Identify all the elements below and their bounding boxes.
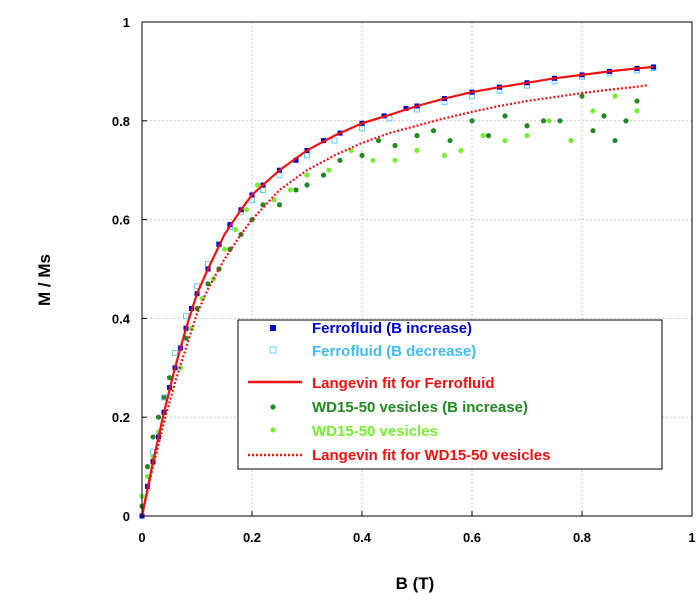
data-point: [254, 182, 261, 188]
legend-label-langevin-ferrofluid: Langevin fit for Ferrofluid: [312, 375, 495, 392]
data-point: [480, 133, 486, 139]
data-point: [243, 207, 250, 213]
data-point: [579, 93, 585, 99]
data-point: [370, 157, 376, 163]
data-point: [557, 118, 563, 124]
data-point: [276, 202, 283, 208]
x-tick-label: 0.6: [463, 530, 481, 545]
data-point: [232, 226, 239, 233]
data-layer: [139, 64, 657, 519]
data-point: [150, 434, 156, 440]
data-point: [502, 137, 508, 144]
x-tick-label: 1: [688, 530, 695, 545]
data-point: [392, 157, 398, 163]
legend-marker-wd15-increase: [270, 404, 276, 410]
data-point: [144, 464, 151, 470]
legend-label-wd15-increase: WD15-50 vesicles (B increase): [312, 399, 528, 416]
data-point: [634, 98, 640, 104]
data-point: [458, 147, 464, 154]
y-axis-label: M / Ms: [35, 254, 54, 306]
data-point: [375, 137, 382, 144]
y-tick-label: 0: [123, 509, 130, 524]
data-point: [221, 246, 228, 252]
data-point: [546, 118, 552, 124]
data-point: [304, 182, 310, 188]
data-point: [568, 137, 574, 144]
legend-label-wd15-vesicles: WD15-50 vesicles: [312, 423, 438, 440]
data-point: [326, 167, 332, 173]
data-point: [524, 133, 530, 139]
data-point: [183, 312, 189, 319]
series-2: [140, 65, 654, 517]
data-point: [293, 157, 299, 163]
data-point: [287, 187, 294, 193]
legend-label-ferrofluid-decrease: Ferrofluid (B decrease): [312, 343, 476, 360]
data-point: [331, 137, 338, 144]
data-point: [304, 172, 310, 178]
data-point: [337, 157, 343, 163]
legend: Ferrofluid (B increase) Ferrofluid (B de…: [237, 319, 663, 470]
series-line: [140, 84, 649, 517]
x-tick-label: 0.2: [243, 530, 261, 545]
y-tick-label: 0.4: [112, 311, 131, 326]
legend-marker-wd15-vesicles: [270, 427, 276, 433]
data-point: [601, 113, 607, 119]
series-5: [140, 84, 649, 517]
data-point: [166, 375, 173, 381]
data-point: [392, 142, 398, 149]
legend-marker-ferrofluid-decrease: [269, 346, 277, 354]
data-point: [320, 172, 327, 178]
legend-label-langevin-wd15: Langevin fit for WD15-50 vesicles: [312, 447, 550, 464]
data-point: [469, 118, 475, 124]
data-point: [161, 394, 167, 401]
x-tick-label: 0.8: [573, 530, 591, 545]
tick-labels: 0 0.2 0.4 0.6 0.8 1 0 0.2 0.4 0.6 0.8 1: [112, 15, 696, 545]
x-axis-label: B (T): [396, 574, 435, 593]
data-point: [293, 187, 299, 193]
y-tick-label: 0.8: [112, 114, 130, 129]
data-point: [502, 113, 508, 119]
legend-marker-ferrofluid-increase: [270, 325, 276, 331]
plot-frame: [141, 21, 693, 517]
data-point: [359, 152, 365, 158]
data-point: [623, 118, 629, 124]
x-tick-label: 0.4: [353, 530, 372, 545]
data-point: [524, 123, 530, 129]
data-point: [590, 108, 596, 114]
y-tick-label: 0.6: [112, 213, 130, 228]
data-point: [430, 128, 437, 134]
y-tick-label: 1: [123, 15, 130, 30]
data-point: [441, 152, 448, 158]
data-point: [155, 414, 162, 420]
data-point: [414, 147, 420, 154]
data-point: [414, 133, 420, 139]
data-point: [651, 64, 656, 70]
data-point: [540, 118, 547, 124]
legend-box: [237, 319, 663, 470]
x-tick-label: 0: [138, 530, 145, 545]
data-point: [612, 137, 618, 144]
data-point: [172, 349, 178, 356]
data-point: [447, 137, 453, 144]
series-3: [139, 93, 640, 509]
data-point: [590, 128, 596, 134]
y-tick-label: 0.2: [112, 410, 130, 425]
data-point: [634, 108, 640, 114]
legend-label-ferrofluid-increase: Ferrofluid (B increase): [312, 320, 472, 337]
data-point: [612, 93, 618, 99]
data-point: [485, 133, 492, 139]
data-point: [161, 394, 167, 401]
series-line: [140, 65, 654, 517]
